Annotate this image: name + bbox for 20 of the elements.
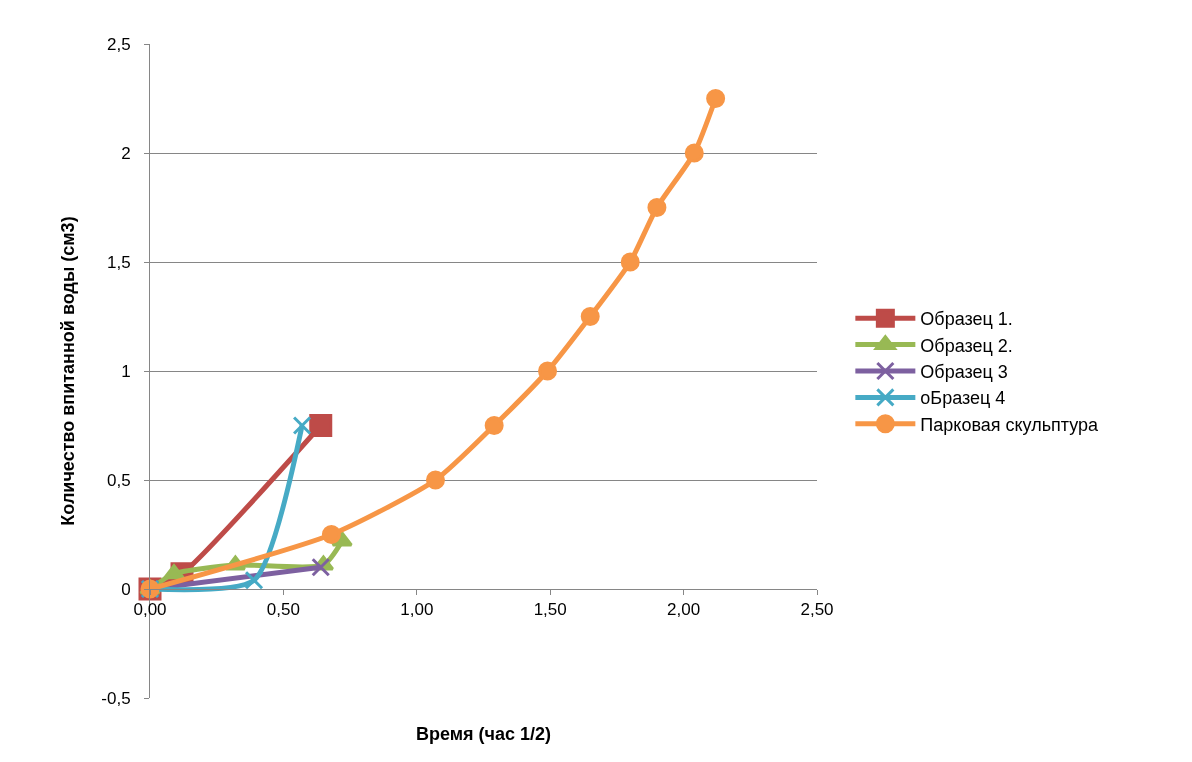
y-axis-title: Количество впитанной воды (см3) xyxy=(57,216,78,526)
y-tick-label: 2,5 xyxy=(106,34,131,54)
legend-label: Образец 1. xyxy=(920,309,1013,330)
y-tick-label: 0,5 xyxy=(106,470,131,490)
x-tick-label: 1,50 xyxy=(533,600,567,620)
y-tick-label: 1 xyxy=(121,361,131,381)
x-tick-label: 2,00 xyxy=(667,600,701,620)
y-tick-label: 0 xyxy=(121,579,131,599)
y-tick-label: -0,5 xyxy=(101,688,131,708)
x-tick-label: 1,00 xyxy=(400,600,434,620)
x-tick-label: 0,50 xyxy=(266,600,300,620)
legend-label: Образец 3 xyxy=(920,362,1008,383)
x-tick-label: 0,00 xyxy=(133,600,167,620)
legend-label: Парковая скульптура xyxy=(920,414,1100,435)
legend-label: оБразец 4 xyxy=(920,388,1006,409)
x-tick-label: 2,50 xyxy=(800,600,834,620)
x-axis-title: Время (час 1/2) xyxy=(416,724,552,744)
y-tick-label: 2 xyxy=(121,143,131,163)
legend-label: Образец 2. xyxy=(920,335,1013,356)
y-tick-label: 1,5 xyxy=(106,252,131,272)
